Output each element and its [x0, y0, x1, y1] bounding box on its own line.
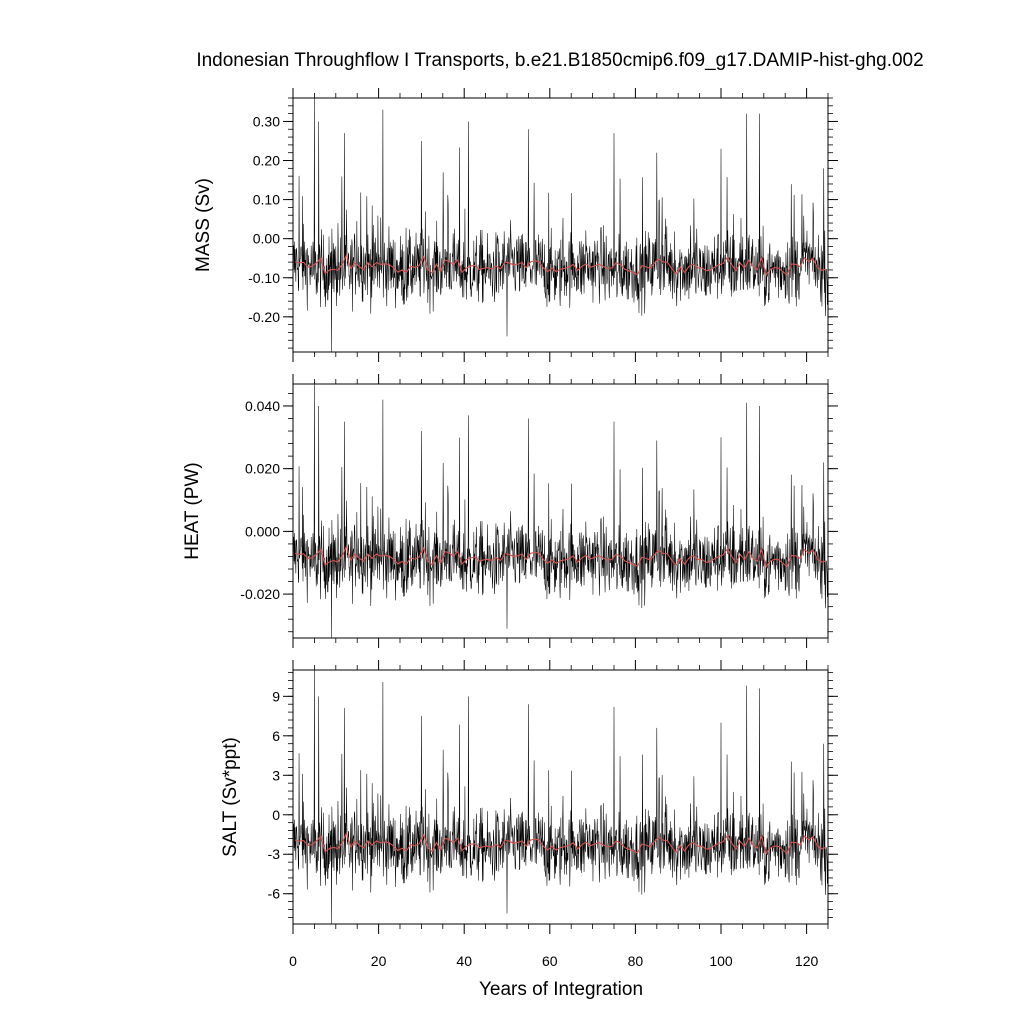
annual-mean-line [295, 831, 827, 855]
x-tick-label: 0 [289, 953, 297, 969]
x-tick-label: 80 [628, 953, 644, 969]
panel-frame [292, 383, 829, 639]
panel-frame [292, 97, 829, 353]
y-tick-label: -0.10 [248, 270, 280, 286]
monthly-series-line [293, 384, 828, 638]
annual-mean-line [295, 544, 826, 568]
panel-frame [292, 669, 829, 925]
monthly-series-line [293, 98, 828, 352]
x-tick-label: 20 [371, 953, 387, 969]
y-tick-label: 0.20 [253, 153, 280, 169]
y-tick-label: 3 [272, 767, 280, 783]
y-tick-label: -0.020 [240, 586, 280, 602]
panel-3: -6 -3 0 3 6 9 SALT (Sv*ppt) [220, 660, 838, 934]
y-tick-label: 0.00 [253, 231, 280, 247]
y-axis-title: HEAT (PW) [182, 462, 203, 559]
y-tick-label: 6 [272, 728, 280, 744]
annual-mean-line [295, 253, 827, 277]
panel-2: -0.020 0.000 0.020 0.040 HEAT (PW) [182, 374, 838, 648]
y-tick-label: 0.30 [253, 113, 280, 129]
panel-1: -0.20 -0.10 0.00 0.10 0.20 0.30 MASS (Sv) [193, 88, 838, 362]
chart-title: Indonesian Throughflow I Transports, b.e… [196, 50, 923, 71]
y-axis-title: MASS (Sv) [193, 178, 214, 272]
y-tick-label: 0 [272, 807, 280, 823]
monthly-series-line [293, 670, 828, 924]
y-tick-label: -3 [268, 846, 281, 862]
y-tick-label: 0.10 [253, 192, 280, 208]
y-tick-label: 0.000 [245, 523, 280, 539]
y-tick-label: -6 [268, 886, 281, 902]
x-axis-title: Years of Integration [479, 979, 643, 1000]
x-tick-label: 40 [456, 953, 472, 969]
x-tick-label: 100 [709, 953, 733, 969]
y-tick-label: 0.020 [245, 461, 280, 477]
y-tick-label: 9 [272, 688, 280, 704]
x-tick-label: 120 [795, 953, 819, 969]
x-tick-label: 60 [542, 953, 558, 969]
y-tick-label: 0.040 [245, 398, 280, 414]
y-axis-title: SALT (Sv*ppt) [220, 737, 241, 857]
chart-panels: -0.20 -0.10 0.00 0.10 0.20 0.30 MASS (Sv) -0.02… [182, 88, 838, 969]
y-tick-label: -0.20 [248, 309, 280, 325]
